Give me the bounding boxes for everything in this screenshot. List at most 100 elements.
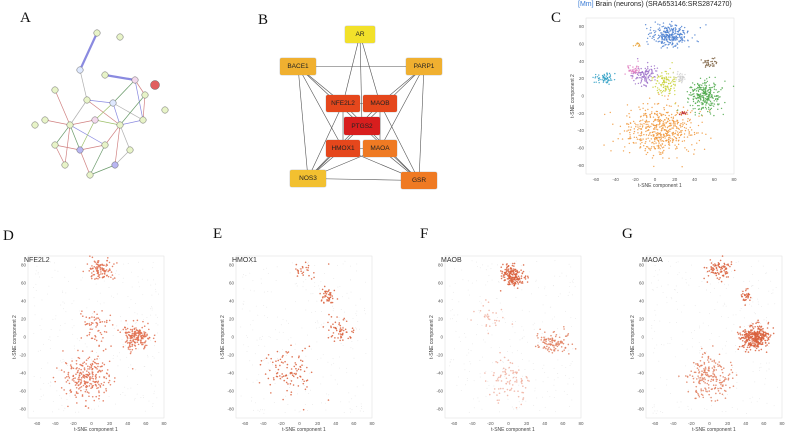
scatter-point: [131, 345, 133, 347]
scatter-point: [134, 398, 136, 399]
scatter-point: [274, 364, 277, 367]
scatter-point: [713, 65, 715, 67]
scatter-point: [57, 270, 59, 272]
scatter-point: [85, 385, 87, 388]
scatter-point: [767, 332, 769, 335]
scatter-point: [548, 346, 550, 349]
scatter-point: [497, 402, 500, 404]
scatter-point: [648, 97, 651, 99]
scatter-point: [710, 388, 713, 391]
scatter-point: [521, 282, 524, 284]
scatter-point: [247, 336, 248, 338]
scatter-point: [673, 136, 675, 138]
scatter-point: [710, 396, 712, 399]
scatter-point: [61, 404, 63, 406]
scatter-point: [55, 315, 57, 317]
scatter-point: [646, 27, 648, 30]
scatter-point: [574, 286, 576, 288]
scatter-point: [489, 325, 491, 327]
scatter-point: [653, 404, 655, 406]
scatter-point: [713, 100, 715, 102]
scatter-point: [745, 303, 747, 305]
scatter-point: [103, 275, 105, 278]
scatter-point: [664, 132, 667, 135]
scatter-point: [142, 343, 144, 346]
scatter-point: [702, 62, 704, 64]
y-tick-label: 80: [229, 263, 235, 268]
scatter-point: [670, 393, 671, 395]
scatter-point: [674, 93, 676, 96]
scatter-point: [94, 338, 96, 341]
scatter-point: [699, 97, 702, 99]
scatter-point: [752, 273, 753, 275]
scatter-point: [665, 139, 668, 142]
scatter-point: [635, 78, 637, 80]
scatter-point: [754, 313, 756, 315]
scatter-point: [714, 57, 716, 59]
scatter-point: [539, 410, 541, 411]
scatter-point: [664, 37, 666, 39]
scatter-point: [733, 277, 735, 279]
scatter-point: [553, 346, 555, 348]
scatter-point: [697, 369, 700, 371]
scatter-point: [351, 327, 354, 330]
scatter-point: [300, 359, 302, 362]
scatter-point: [710, 292, 712, 294]
scatter-point: [661, 94, 663, 97]
scatter-point: [674, 114, 676, 117]
scatter-point: [671, 36, 673, 39]
scatter-point: [115, 403, 117, 405]
scatter-point: [124, 386, 126, 388]
scatter-point: [125, 332, 127, 334]
scatter-point: [639, 76, 641, 79]
scatter-point: [667, 88, 670, 90]
scatter-point: [481, 408, 483, 410]
scatter-point: [260, 278, 262, 280]
scatter-point: [564, 346, 567, 349]
scatter-point: [327, 263, 330, 265]
scatter-point: [714, 309, 716, 310]
scatter-point: [727, 264, 730, 267]
scatter-point: [731, 407, 733, 409]
x-tick-label: 20: [524, 421, 530, 426]
scatter-point: [707, 369, 710, 372]
scatter-point: [94, 378, 97, 380]
scatter-point: [741, 336, 743, 339]
scatter-point: [92, 380, 94, 383]
scatter-point: [64, 362, 67, 364]
scatter-point: [660, 377, 661, 379]
scatter-point: [650, 138, 653, 140]
scatter-point: [74, 381, 77, 384]
scatter-point: [357, 321, 359, 323]
scatter-point: [148, 400, 150, 402]
scatter-point: [142, 268, 144, 270]
scatter-point: [689, 374, 691, 376]
scatter-point: [651, 157, 654, 159]
scatter-point: [449, 362, 451, 363]
scatter-point: [677, 377, 679, 379]
scatter-point: [759, 367, 760, 369]
x-tick-label: 60: [761, 421, 767, 426]
scatter-point: [722, 367, 725, 369]
scatter-point: [502, 370, 504, 373]
scatter-point: [495, 361, 497, 363]
scatter-point: [493, 372, 495, 374]
scatter-point: [356, 386, 358, 388]
scatter-point: [694, 365, 695, 367]
scatter-point: [304, 404, 306, 406]
scatter-point: [487, 301, 490, 304]
scatter-point: [696, 87, 698, 90]
scatter-point: [760, 363, 762, 365]
scatter-point: [680, 126, 682, 128]
scatter-point: [515, 371, 517, 373]
scatter-point: [464, 369, 466, 371]
scatter-point: [359, 328, 360, 330]
scatter-point: [736, 387, 738, 389]
scatter-point: [549, 344, 552, 346]
scatter-point: [333, 326, 335, 329]
scatter-point: [328, 313, 330, 316]
scatter-point: [536, 334, 538, 337]
scatter-point: [707, 355, 710, 358]
scatter-point: [134, 312, 136, 314]
scatter-point: [508, 366, 511, 369]
